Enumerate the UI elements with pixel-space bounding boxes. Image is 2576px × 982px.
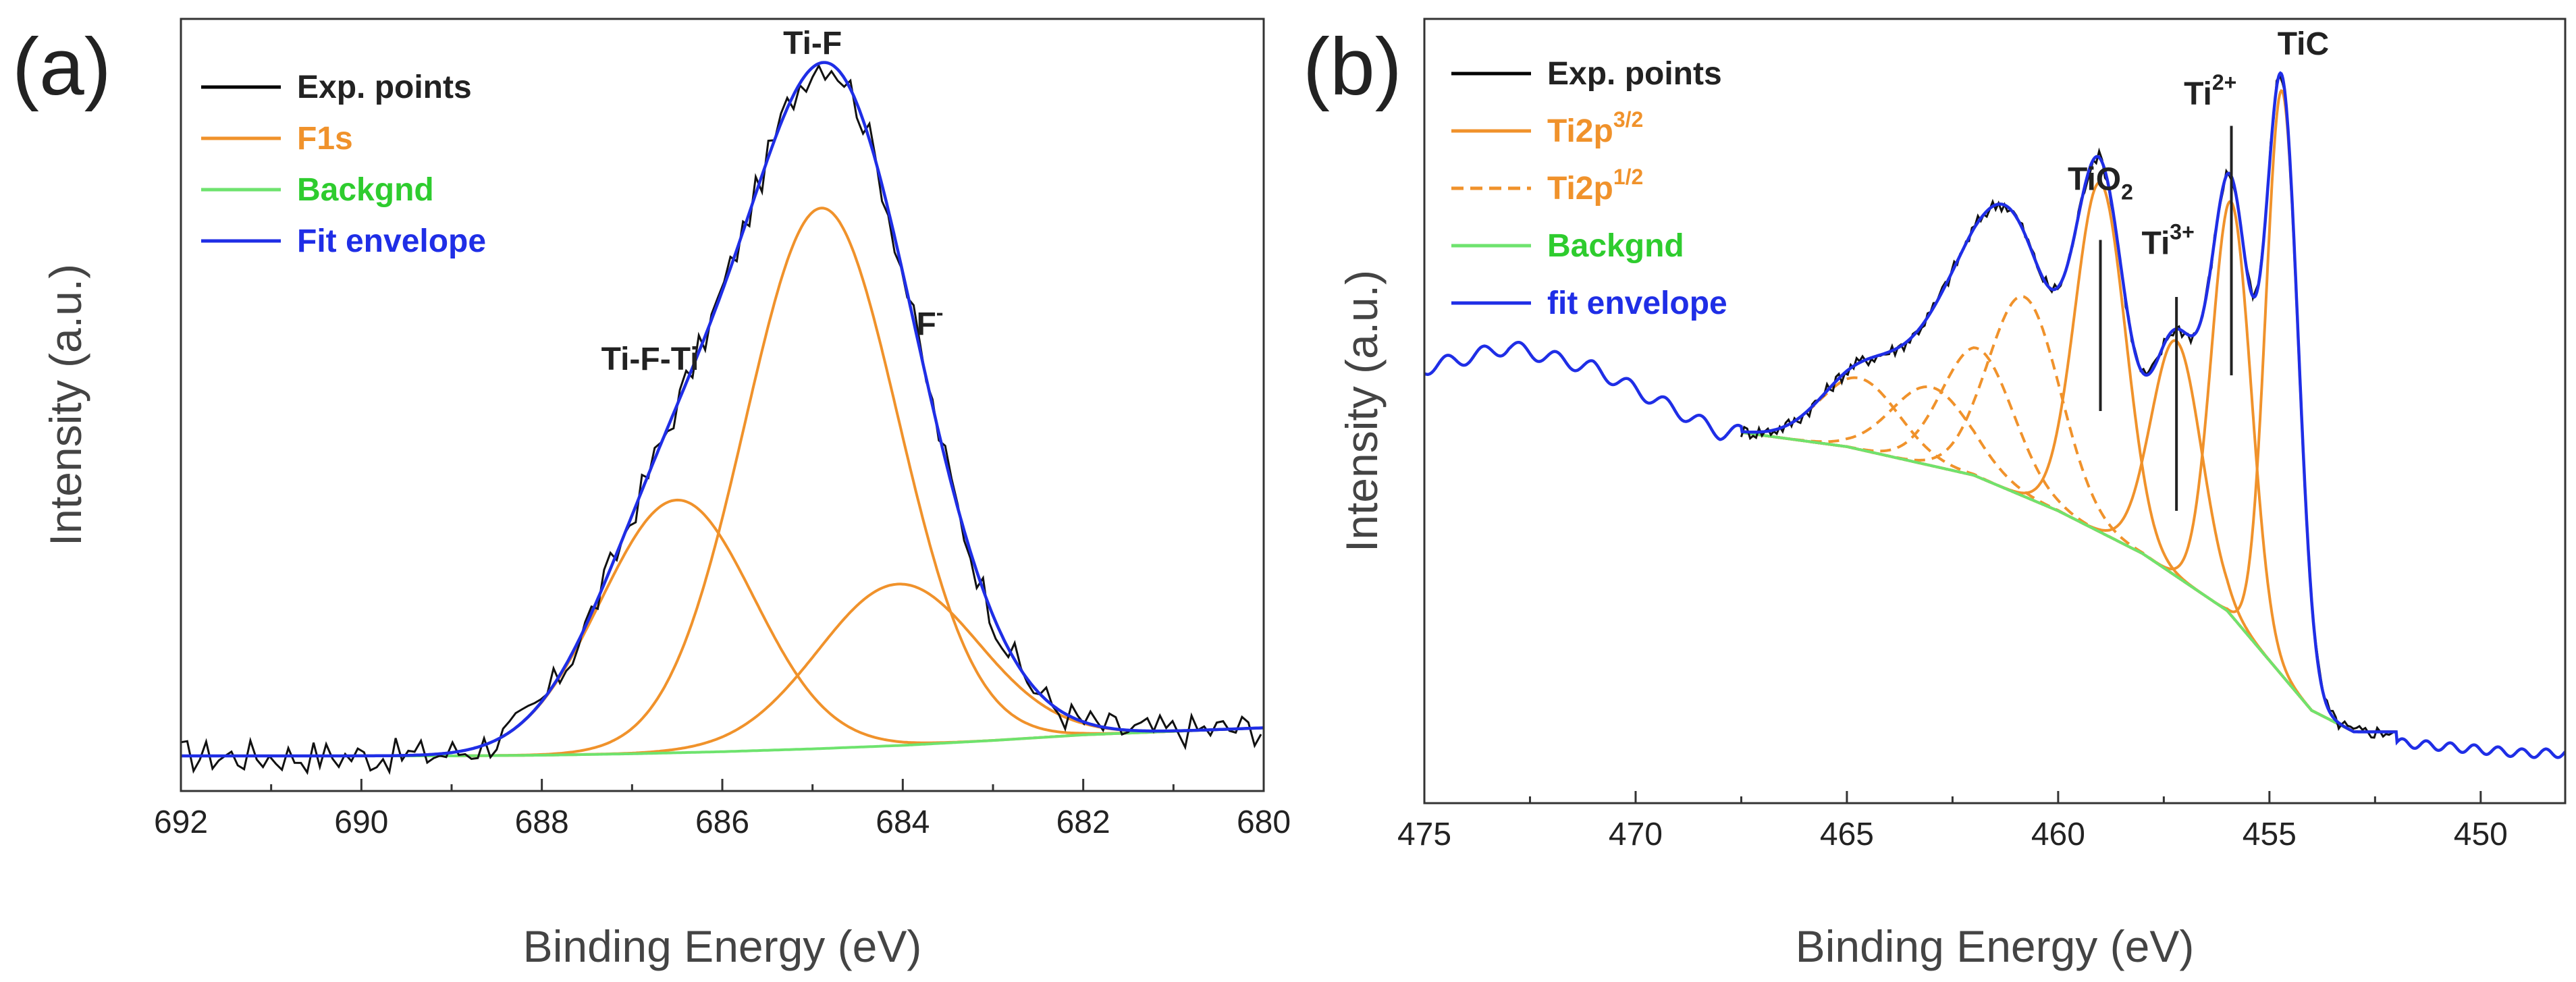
legend-label-1: F1s <box>297 121 353 157</box>
legend: Exp. points F1s Backgnd Fit envelope <box>201 70 486 259</box>
panel-a: 692 690 688 686 684 682 680 Binding Energy (eV)… <box>12 18 1291 971</box>
x-tick-label-4: 684 <box>876 804 930 840</box>
x-tick-label-1: 470 <box>1609 817 1663 852</box>
legend-label-0: Exp. points <box>1547 56 1722 92</box>
x-axis-title: Binding Energy (eV) <box>1796 921 2195 971</box>
x-tick-label-2: 465 <box>1820 817 1874 852</box>
peak-annotation-1: Ti2+ <box>2184 70 2236 112</box>
background-curve <box>181 726 1264 757</box>
plot-curves <box>1424 71 2565 759</box>
x-tick-label-3: 460 <box>2031 817 2085 852</box>
x-tick-label-2: 688 <box>515 804 569 840</box>
y-axis-title: Intensity (a.u.) <box>41 264 90 546</box>
x-tick-label-6: 680 <box>1237 804 1291 840</box>
x-tick-label-1: 690 <box>334 804 388 840</box>
x-tick-label-4: 455 <box>2243 817 2297 852</box>
x-tick-label-5: 450 <box>2454 817 2508 852</box>
component-peak-1 <box>1741 200 2396 734</box>
panel-label: (a) <box>12 22 111 112</box>
peak-annotation-0: TiC <box>2278 26 2329 62</box>
background-curve <box>1741 431 2355 734</box>
component-peak-7 <box>1741 376 2396 734</box>
panel-label: (b) <box>1303 22 1402 112</box>
peak-annotation-2: F- <box>916 300 943 342</box>
legend-label-1: Ti2p3/2 <box>1547 107 1643 149</box>
fit-envelope <box>181 61 1264 758</box>
y-axis-title: Intensity (a.u.) <box>1337 270 1387 552</box>
peak-annotation-2: Ti3+ <box>2141 220 2194 262</box>
peak-annotation-0: Ti-F-Ti <box>601 342 699 377</box>
plot-curves <box>181 61 1264 775</box>
x-tick-label-3: 686 <box>695 804 749 840</box>
component-peak-0 <box>181 498 1264 757</box>
panel-b: 475 470 465 460 455 450 Binding Energy (eV) Int… <box>1303 18 2567 971</box>
component-peak-2 <box>181 582 1264 757</box>
legend-label-3: Backgnd <box>1547 228 1684 264</box>
fit-envelope <box>1424 71 2565 759</box>
x-tick-label-0: 692 <box>154 804 208 840</box>
legend: Exp. points Ti2p3/2 Ti2p1/2 Backgnd fit enve… <box>1451 56 1727 321</box>
component-peak-6 <box>1741 385 2396 734</box>
component-peak-2 <box>1741 339 2396 734</box>
x-tick-label-0: 475 <box>1397 817 1451 852</box>
x-axis-title: Binding Energy (eV) <box>523 921 922 971</box>
legend-label-0: Exp. points <box>297 70 472 105</box>
peak-annotation-3: TiO2 <box>2068 162 2133 204</box>
legend-label-4: fit envelope <box>1547 285 1727 321</box>
legend-label-2: Ti2p1/2 <box>1547 165 1643 207</box>
x-tick-label-5: 682 <box>1056 804 1110 840</box>
peak-annotation-1: Ti-F <box>783 26 842 61</box>
legend-label-2: Backgnd <box>297 172 434 208</box>
component-peak-5 <box>1741 346 2396 734</box>
plot-frame <box>1423 18 2567 804</box>
legend-label-3: Fit envelope <box>297 223 486 259</box>
